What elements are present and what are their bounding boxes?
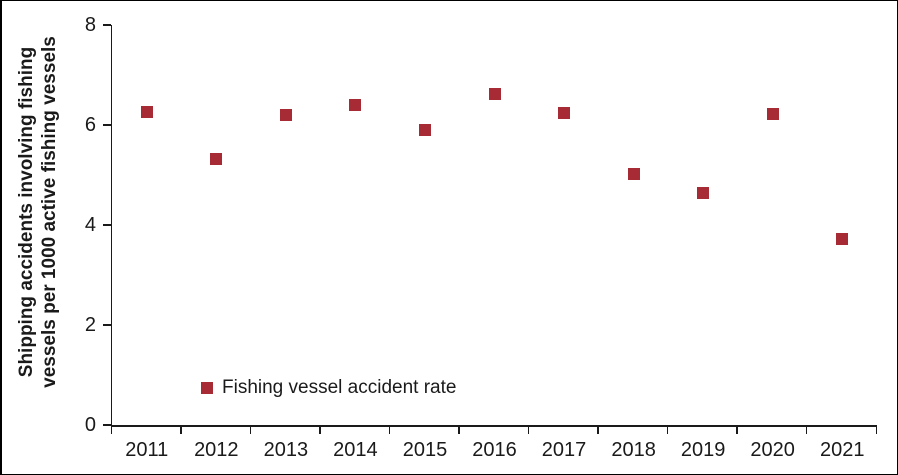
x-tick-label: 2014 [333,439,378,461]
x-tick-label: 2016 [472,439,517,461]
x-axis-tick [597,426,599,434]
data-point [349,99,362,111]
x-tick-label: 2020 [750,439,795,461]
data-point [210,152,223,165]
legend-label: Fishing vessel accident rate [222,377,457,398]
x-axis-line [110,425,877,427]
y-axis-tick [103,324,111,326]
x-axis-tick [458,426,460,434]
x-axis-tick [319,426,321,434]
y-axis-line [110,25,112,427]
y-axis-tick [103,224,111,226]
y-axis-tick [103,124,111,126]
x-axis-tick [388,426,391,434]
data-point [140,105,153,118]
x-axis-tick [666,426,669,434]
y-axis-tick [103,24,111,26]
x-tick-label: 2018 [611,439,656,461]
data-point [697,186,710,199]
x-tick-label: 2019 [680,439,726,461]
x-axis-tick [180,426,182,434]
data-point [488,88,501,100]
x-axis-tick [736,426,738,434]
data-point [418,124,431,136]
x-axis-tick [249,426,252,434]
x-tick-label: 2013 [263,439,309,461]
data-point [766,107,779,120]
y-tick-label: 0 [84,414,96,436]
x-axis-tick [805,426,808,434]
data-point [627,167,640,180]
data-point [279,108,292,121]
x-axis-tick [875,426,877,434]
x-axis-tick [110,426,112,434]
y-tick-label: 8 [84,14,96,36]
x-tick-label: 2015 [402,439,448,461]
x-axis-tick [527,426,530,434]
y-tick-label: 6 [84,114,96,136]
data-point [836,232,849,245]
legend: Fishing vessel accident rate [201,377,456,399]
x-tick-label: 2011 [125,439,169,461]
y-tick-label: 4 [84,214,96,236]
y-tick-label: 2 [84,314,96,336]
x-tick-label: 2021 [819,439,865,461]
x-tick-label: 2017 [541,439,587,461]
y-axis-tick [103,424,111,426]
legend-marker-icon [201,382,213,394]
data-point [558,106,571,119]
x-tick-label: 2012 [194,439,239,461]
